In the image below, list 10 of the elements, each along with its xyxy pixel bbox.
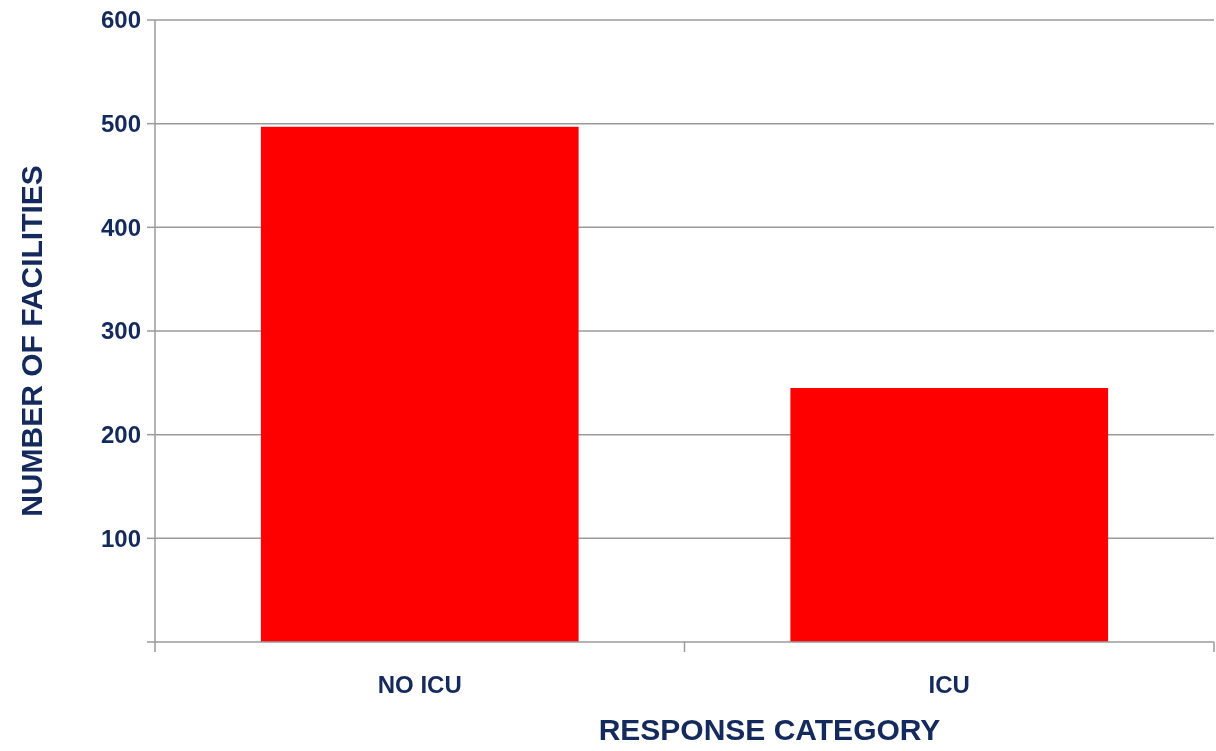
y-tick-label: 600: [100, 6, 141, 34]
x-tick-label: NO ICU: [377, 671, 462, 698]
y-tick-label: 400: [100, 213, 141, 241]
x-axis-title: RESPONSE CATEGORY: [598, 713, 941, 746]
y-tick-label: 200: [100, 421, 141, 449]
y-tick-label: 300: [100, 317, 141, 345]
y-tick-label: 100: [100, 524, 141, 552]
y-axis-title: NUMBER OF FACILITIES: [15, 165, 48, 517]
x-tick-label: ICU: [928, 671, 970, 698]
y-tick-label: 500: [100, 110, 141, 138]
